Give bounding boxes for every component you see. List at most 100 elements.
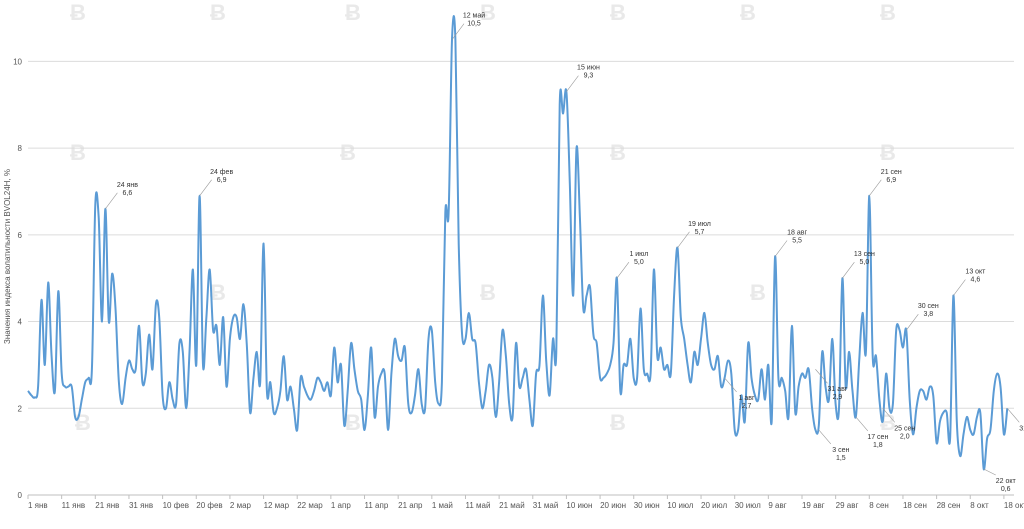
data-point [380, 373, 382, 375]
data-point [343, 425, 345, 427]
data-point [835, 403, 837, 405]
data-point [949, 438, 951, 440]
data-point [370, 347, 372, 349]
data-point [279, 390, 281, 392]
x-tick-label: 31 янв [129, 501, 153, 510]
data-point [767, 364, 769, 366]
data-point [552, 338, 554, 340]
data-point [801, 373, 803, 375]
data-point [498, 381, 500, 383]
annotation-date: 3 сен [832, 447, 849, 454]
data-point [643, 368, 645, 370]
annotation-leader [105, 192, 118, 209]
data-point [471, 338, 473, 340]
logo-icon: Ƀ [610, 0, 626, 25]
annotation-date: 30 сен [918, 303, 939, 310]
x-tick-label: 1 янв [28, 501, 48, 510]
data-point [360, 399, 362, 401]
annotation-value: 10,5 [467, 21, 481, 28]
data-point [831, 338, 833, 340]
data-point [88, 377, 90, 379]
data-point [825, 386, 827, 388]
x-tick-label: 19 авг [802, 501, 825, 510]
data-point [629, 338, 631, 340]
data-point [737, 429, 739, 431]
data-point [969, 429, 971, 431]
data-point [650, 373, 652, 375]
annotation-value: 1,8 [873, 442, 883, 449]
logo-icon: Ƀ [340, 140, 356, 165]
data-point [333, 347, 335, 349]
data-point [851, 390, 853, 392]
logo-icon: Ƀ [75, 410, 91, 435]
annotation-value: 6,9 [217, 177, 227, 184]
data-point [249, 412, 251, 414]
data-point [185, 407, 187, 409]
data-point [609, 364, 611, 366]
x-tick-label: 11 янв [62, 501, 86, 510]
data-point [209, 269, 211, 271]
data-point [717, 355, 719, 357]
data-point [589, 286, 591, 288]
data-point [986, 438, 988, 440]
data-point [44, 364, 46, 366]
x-tick-label: 20 июн [600, 501, 626, 510]
data-point [404, 347, 406, 349]
data-point [61, 373, 63, 375]
annotation-date: 24 фев [210, 169, 233, 176]
data-point [162, 394, 164, 396]
data-point [252, 377, 254, 379]
data-point [330, 394, 332, 396]
data-point [57, 290, 59, 292]
data-point [215, 325, 217, 327]
data-point [788, 416, 790, 418]
data-point [525, 368, 527, 370]
annotation-value: 5,7 [695, 229, 705, 236]
annotation-leader [199, 179, 212, 196]
data-point [77, 416, 79, 418]
data-point [141, 381, 143, 383]
data-point [84, 381, 86, 383]
annotation-value: 2,9 [833, 394, 843, 401]
annotation-value: 6,6 [123, 190, 133, 197]
data-point [232, 316, 234, 318]
data-point [885, 373, 887, 375]
data-point [899, 329, 901, 331]
data-point [508, 403, 510, 405]
data-point [468, 312, 470, 314]
data-point [327, 381, 329, 383]
data-point [892, 403, 894, 405]
data-point [444, 212, 446, 214]
data-point [700, 338, 702, 340]
data-point [791, 325, 793, 327]
data-point [222, 316, 224, 318]
data-point [195, 364, 197, 366]
data-point [121, 403, 123, 405]
logo-icon: Ƀ [740, 0, 756, 25]
data-point [518, 386, 520, 388]
data-point [491, 377, 493, 379]
data-point [653, 269, 655, 271]
data-point [256, 351, 258, 353]
data-point [27, 390, 29, 392]
annotation-date: 31 окт [1019, 425, 1024, 432]
data-point [606, 373, 608, 375]
data-point [239, 338, 241, 340]
data-point [303, 386, 305, 388]
data-point [94, 203, 96, 205]
x-tick-label: 11 апр [365, 501, 389, 510]
data-point [289, 386, 291, 388]
data-point [683, 338, 685, 340]
annotation-value: 3,8 [923, 311, 933, 318]
data-point [757, 399, 759, 401]
x-tick-label: 12 мар [264, 501, 290, 510]
data-point [673, 295, 675, 297]
data-point [963, 433, 965, 435]
data-point [902, 347, 904, 349]
data-point [811, 407, 813, 409]
data-point [340, 364, 342, 366]
logo-icon: Ƀ [70, 140, 86, 165]
data-point [559, 104, 561, 106]
